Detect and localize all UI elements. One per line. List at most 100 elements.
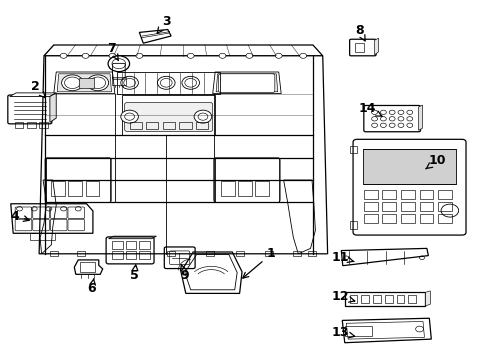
Text: 7: 7 (107, 42, 118, 60)
Circle shape (157, 76, 175, 89)
Text: 8: 8 (354, 24, 365, 41)
Polygon shape (57, 74, 111, 92)
Bar (46, 158, 110, 202)
Polygon shape (50, 93, 56, 122)
Circle shape (245, 53, 252, 58)
Bar (361, 295, 368, 303)
Bar (396, 295, 404, 303)
Bar (79, 78, 94, 88)
Circle shape (275, 53, 282, 58)
Bar (437, 214, 451, 223)
Bar (125, 241, 136, 249)
Bar (264, 251, 272, 256)
Bar (384, 295, 392, 303)
Circle shape (194, 110, 211, 123)
Circle shape (136, 53, 142, 58)
Polygon shape (425, 291, 429, 306)
Bar (382, 190, 395, 199)
Bar (129, 122, 142, 129)
Bar (255, 181, 268, 196)
Text: 5: 5 (130, 265, 139, 282)
Bar (349, 295, 357, 303)
Bar (39, 122, 48, 128)
Polygon shape (39, 56, 327, 254)
Bar (354, 43, 363, 52)
Polygon shape (10, 93, 56, 96)
FancyBboxPatch shape (218, 74, 274, 93)
Bar (407, 295, 415, 303)
Text: 13: 13 (330, 327, 354, 339)
Bar (363, 202, 377, 211)
Bar (362, 149, 455, 184)
Bar (349, 146, 356, 153)
Circle shape (109, 53, 116, 58)
Polygon shape (418, 105, 422, 130)
FancyBboxPatch shape (124, 103, 212, 131)
Bar (117, 72, 220, 94)
Polygon shape (374, 38, 378, 55)
Text: 2: 2 (31, 80, 45, 98)
Bar (221, 181, 234, 196)
Bar (15, 122, 23, 128)
Circle shape (182, 76, 199, 89)
Polygon shape (216, 74, 277, 92)
Bar (77, 251, 84, 256)
Text: 4: 4 (10, 210, 29, 222)
Bar (437, 190, 451, 199)
Bar (419, 214, 432, 223)
Bar (235, 251, 243, 256)
Bar (206, 251, 214, 256)
Bar (139, 241, 149, 249)
Bar (382, 214, 395, 223)
Bar (344, 292, 425, 306)
Bar (215, 158, 278, 202)
Bar (163, 122, 175, 129)
Polygon shape (212, 72, 281, 94)
Bar (400, 214, 414, 223)
Circle shape (61, 75, 83, 91)
Circle shape (87, 75, 108, 91)
Polygon shape (54, 72, 115, 94)
Circle shape (187, 53, 194, 58)
Bar (363, 190, 377, 199)
Bar (85, 181, 99, 196)
Text: 11: 11 (330, 251, 353, 264)
Bar (139, 251, 149, 259)
Bar (146, 122, 158, 129)
Text: 12: 12 (330, 291, 354, 303)
Bar (372, 295, 380, 303)
Bar (68, 181, 82, 196)
Circle shape (108, 56, 129, 72)
Text: 6: 6 (87, 279, 96, 295)
Bar (349, 221, 356, 229)
Bar (419, 202, 432, 211)
Bar (30, 233, 55, 240)
Bar (122, 95, 215, 135)
Bar (51, 181, 65, 196)
Bar (112, 251, 123, 259)
Bar (112, 241, 123, 249)
Bar (363, 214, 377, 223)
Bar (344, 326, 371, 336)
Bar (80, 262, 95, 272)
Bar (125, 251, 136, 259)
Bar (238, 181, 251, 196)
Circle shape (82, 53, 89, 58)
Bar (179, 122, 191, 129)
Bar (400, 190, 414, 199)
Bar (437, 202, 451, 211)
Circle shape (121, 76, 138, 89)
Bar (419, 190, 432, 199)
Circle shape (60, 53, 67, 58)
Bar (382, 202, 395, 211)
Circle shape (219, 53, 225, 58)
Text: 14: 14 (358, 102, 381, 116)
Bar (307, 251, 315, 256)
Text: 10: 10 (425, 154, 446, 169)
Bar (27, 122, 36, 128)
Bar (400, 202, 414, 211)
Text: 1: 1 (243, 247, 275, 278)
Circle shape (121, 110, 138, 123)
Text: 3: 3 (157, 15, 170, 33)
Text: 9: 9 (180, 265, 189, 282)
